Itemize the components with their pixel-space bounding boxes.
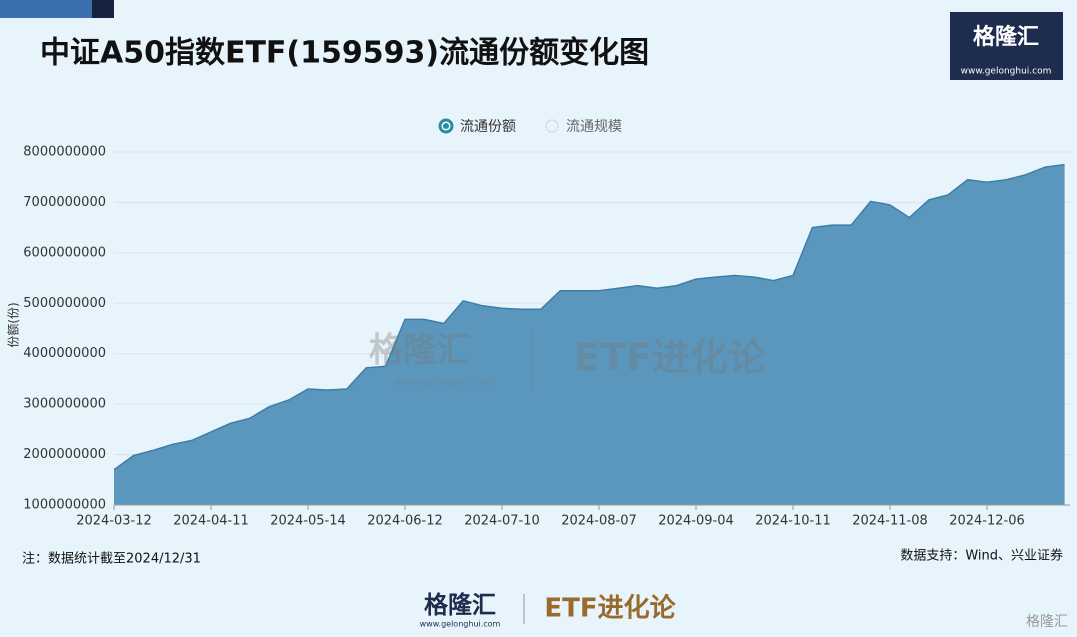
- corner-watermark: 格隆汇: [1026, 614, 1068, 630]
- x-tick-label: 2024-10-11: [755, 514, 831, 529]
- footer-url: www.gelonghui.com: [420, 620, 501, 629]
- x-tick-label: 2024-06-12: [367, 514, 443, 529]
- y-tick-label: 5000000000: [23, 296, 106, 311]
- x-tick-label: 2024-03-12: [76, 514, 152, 529]
- y-tick-label: 3000000000: [23, 397, 106, 412]
- x-tick-label: 2024-07-10: [464, 514, 540, 529]
- x-tick-label: 2024-05-14: [270, 514, 346, 529]
- logo-url: www.gelonghui.com: [961, 67, 1052, 77]
- x-tick-label: 2024-04-11: [173, 514, 249, 529]
- logo-box: [950, 12, 1063, 80]
- y-axis-label: 份额(份): [7, 302, 21, 347]
- footer-brand: ETF进化论: [544, 594, 676, 624]
- line: [113, 163, 1065, 471]
- legend-marker: [545, 119, 559, 133]
- y-tick-label: 8000000000: [23, 145, 106, 160]
- source: 数据支持：Wind、兴业证券: [900, 548, 1063, 564]
- area: [114, 164, 1065, 505]
- logo: 格隆汇: [973, 24, 1039, 50]
- y-tick-label: 7000000000: [23, 195, 106, 210]
- legend-label: 流通规模: [566, 119, 622, 135]
- decoration: [92, 0, 114, 18]
- footer-logo: 格隆汇: [424, 591, 496, 619]
- watermark-url: www.gelonghui.com: [395, 377, 496, 388]
- watermark: 格隆汇 www.gelonghui.com ETF进化论: [369, 330, 767, 392]
- y-tick-label: 4000000000: [23, 346, 106, 361]
- watermark-brand: ETF进化论: [574, 336, 767, 380]
- x-tick-label: 2024-12-06: [949, 514, 1025, 529]
- x-tick-label: 2024-09-04: [658, 514, 734, 529]
- note: 注：数据统计截至2024/12/31: [22, 552, 201, 567]
- y-tick-label: 6000000000: [23, 245, 106, 260]
- x-tick-label: 2024-11-08: [852, 514, 928, 529]
- legend-label: 流通份额: [460, 119, 516, 135]
- y-tick-label: 2000000000: [23, 447, 106, 462]
- legend-marker-dot: [443, 123, 449, 129]
- chart-title: 中证A50指数ETF(159593)流通份额变化图: [40, 36, 649, 71]
- watermark-logo: 格隆汇: [369, 331, 471, 371]
- decoration: [0, 0, 92, 18]
- y-tick-label: 1000000000: [23, 498, 106, 513]
- x-tick-label: 2024-08-07: [561, 514, 637, 529]
